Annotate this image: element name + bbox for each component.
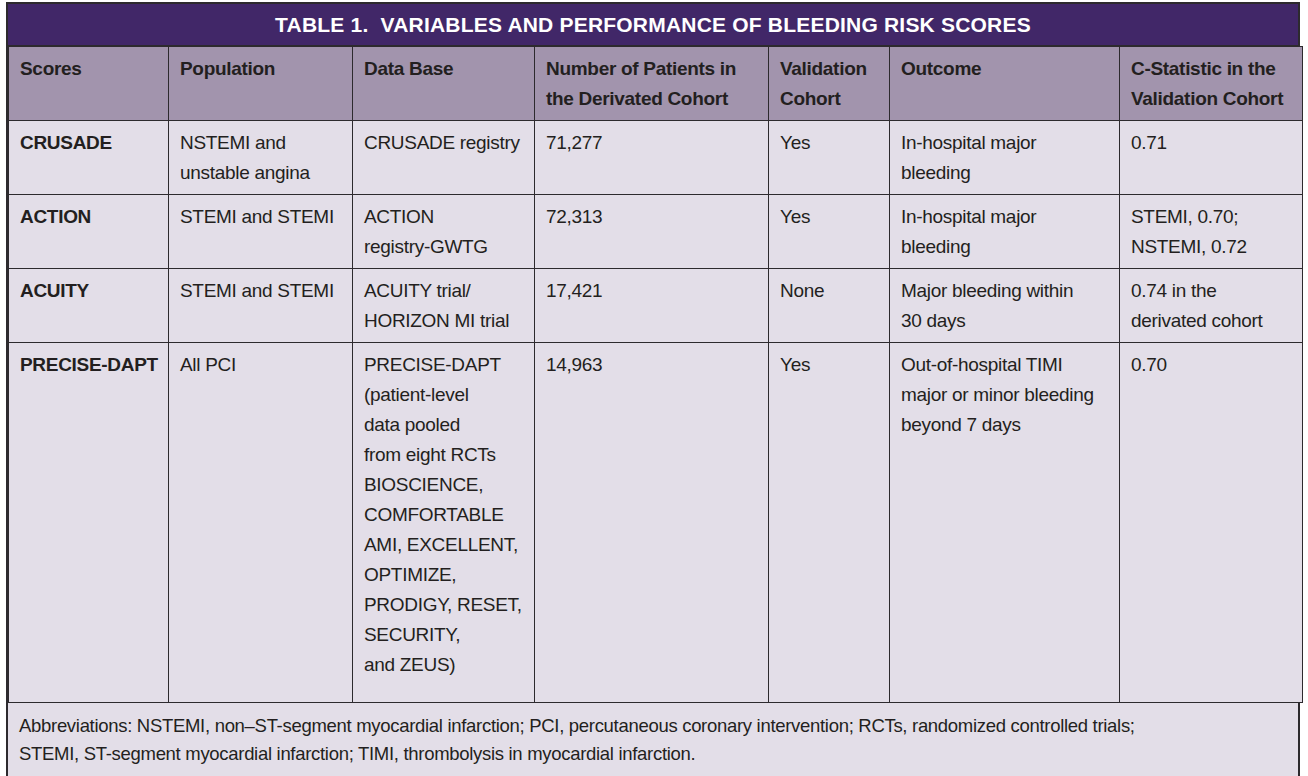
cell-action-validation: Yes [769,195,890,269]
cell-acuity-validation: None [769,269,890,343]
cell-action-outcome: In-hospital major bleeding [890,195,1120,269]
cell-action-score: ACTION [9,195,169,269]
column-header-data-base: Data Base [353,47,535,121]
cell-acuity-population: STEMI and STEMI [169,269,353,343]
table-title: TABLE 1. VARIABLES AND PERFORMANCE OF BL… [8,4,1298,46]
cell-acuity-c-statistic: 0.74 in the derivated cohort [1120,269,1303,343]
cell-crusade-score: CRUSADE [9,121,169,195]
cell-precise-dapt-score: PRECISE-DAPT [9,343,169,703]
cell-action-population: STEMI and STEMI [169,195,353,269]
table-grid: Scores Population Data Base Number of Pa… [8,46,1303,703]
cell-action-c-statistic: STEMI, 0.70; NSTEMI, 0.72 [1120,195,1303,269]
cell-acuity-patients: 17,421 [535,269,769,343]
table-row-precise-dapt: PRECISE-DAPT All PCI PRECISE-DAPT (patie… [9,343,1303,703]
column-header-validation-cohort: Validation Cohort [769,47,890,121]
page: TABLE 1. VARIABLES AND PERFORMANCE OF BL… [0,0,1308,776]
cell-acuity-database: ACUITY trial/ HORIZON MI trial [353,269,535,343]
cell-crusade-validation: Yes [769,121,890,195]
cell-crusade-c-statistic: 0.71 [1120,121,1303,195]
bleeding-risk-scores-table: TABLE 1. VARIABLES AND PERFORMANCE OF BL… [6,2,1300,776]
cell-action-database: ACTION registry-GWTG [353,195,535,269]
cell-precise-dapt-outcome: Out-of-hospital TIMI major or minor blee… [890,343,1120,703]
table-row-acuity: ACUITY STEMI and STEMI ACUITY trial/ HOR… [9,269,1303,343]
cell-precise-dapt-validation: Yes [769,343,890,703]
cell-crusade-patients: 71,277 [535,121,769,195]
cell-crusade-database: CRUSADE registry [353,121,535,195]
column-header-c-statistic: C-Statistic in the Validation Cohort [1120,47,1303,121]
column-header-outcome: Outcome [890,47,1120,121]
cell-acuity-score: ACUITY [9,269,169,343]
table-row-action: ACTION STEMI and STEMI ACTION registry-G… [9,195,1303,269]
cell-crusade-population: NSTEMI and unstable angina [169,121,353,195]
cell-precise-dapt-patients: 14,963 [535,343,769,703]
table-row-crusade: CRUSADE NSTEMI and unstable angina CRUSA… [9,121,1303,195]
column-header-number-of-patients: Number of Patients in the Derivated Coho… [535,47,769,121]
cell-crusade-outcome: In-hospital major bleeding [890,121,1120,195]
abbreviations-footnote: Abbreviations: NSTEMI, non–ST-segment my… [8,703,1298,776]
cell-action-patients: 72,313 [535,195,769,269]
column-header-scores: Scores [9,47,169,121]
header-row: Scores Population Data Base Number of Pa… [9,47,1303,121]
cell-acuity-outcome: Major bleeding within 30 days [890,269,1120,343]
column-header-population: Population [169,47,353,121]
cell-precise-dapt-c-statistic: 0.70 [1120,343,1303,703]
cell-precise-dapt-population: All PCI [169,343,353,703]
cell-precise-dapt-database: PRECISE-DAPT (patient-level data pooled … [353,343,535,703]
